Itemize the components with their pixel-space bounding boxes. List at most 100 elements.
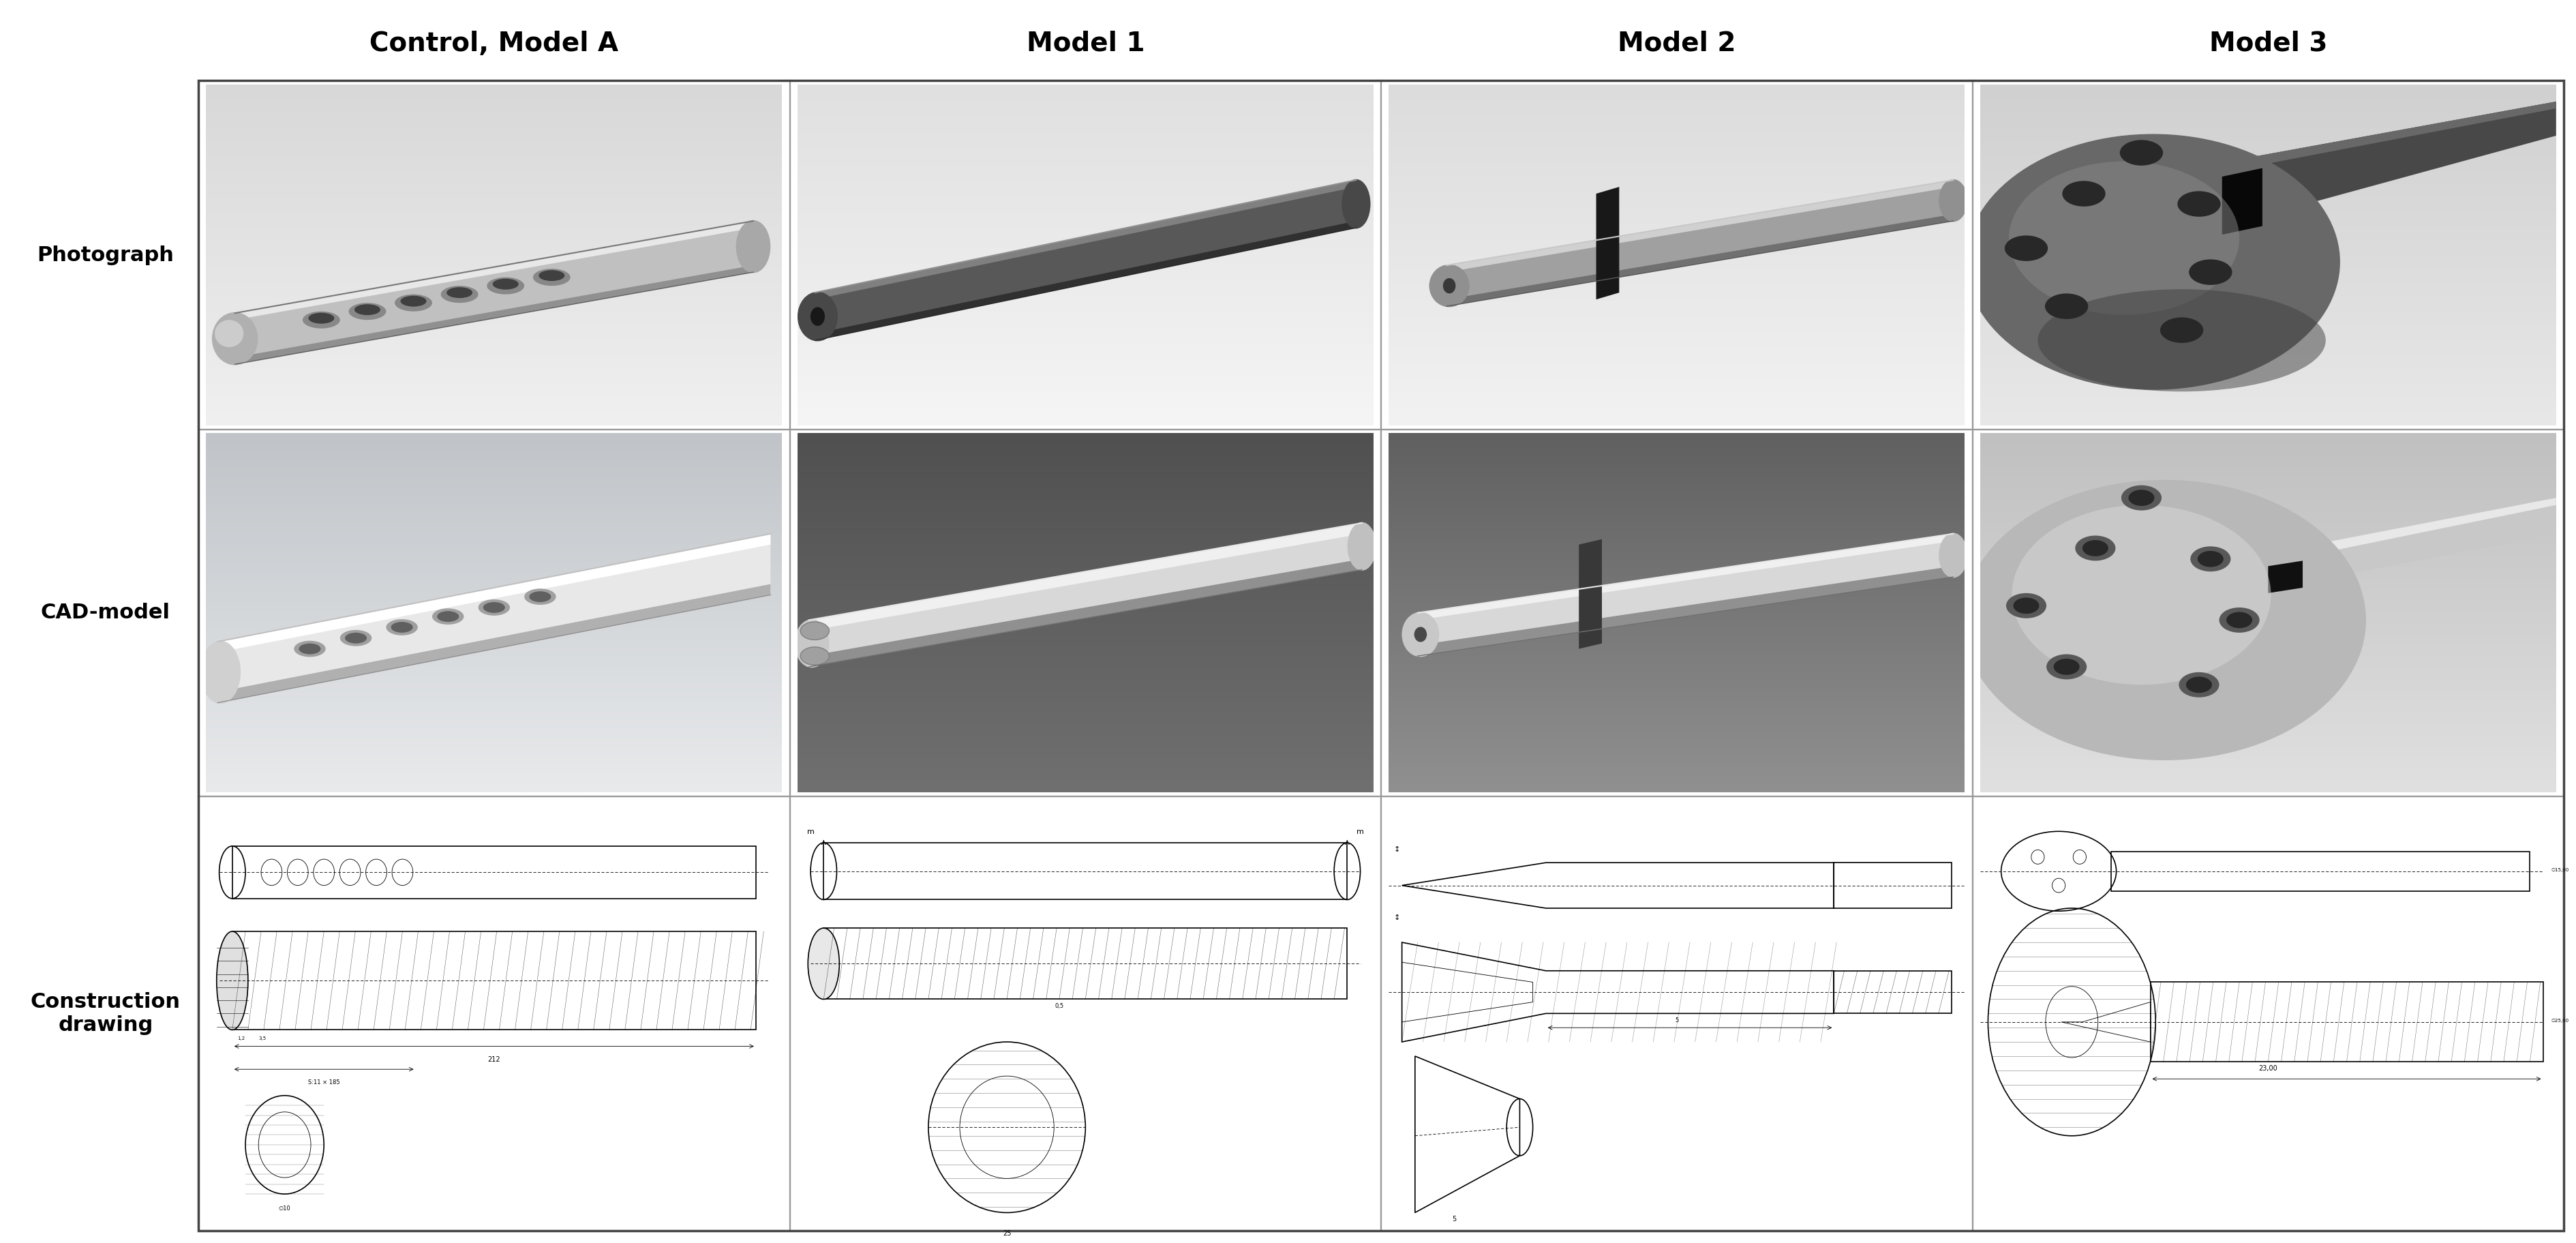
- Text: Construction
drawing: Construction drawing: [31, 992, 180, 1035]
- Bar: [824, 843, 1347, 900]
- Text: 25: 25: [1002, 1229, 1010, 1237]
- Ellipse shape: [2009, 162, 2239, 314]
- Text: ∅25,00: ∅25,00: [2550, 1018, 2568, 1023]
- Bar: [198, 797, 788, 1231]
- Ellipse shape: [2004, 235, 2048, 261]
- Text: Model 2: Model 2: [1618, 31, 1736, 56]
- Ellipse shape: [1443, 278, 1455, 293]
- Ellipse shape: [484, 602, 505, 613]
- Bar: [198, 429, 788, 797]
- Polygon shape: [1595, 186, 1618, 300]
- Ellipse shape: [438, 612, 459, 622]
- Bar: [232, 931, 755, 1030]
- Ellipse shape: [2190, 260, 2231, 285]
- Polygon shape: [2239, 498, 2555, 569]
- Ellipse shape: [2226, 612, 2251, 628]
- Ellipse shape: [299, 644, 319, 654]
- Ellipse shape: [340, 630, 371, 646]
- Bar: [824, 929, 1347, 999]
- Ellipse shape: [528, 592, 551, 602]
- Ellipse shape: [309, 313, 335, 323]
- Bar: [1834, 971, 1950, 1013]
- Bar: [788, 429, 1381, 797]
- Bar: [2110, 851, 2530, 891]
- Ellipse shape: [355, 305, 381, 316]
- Polygon shape: [1417, 533, 1953, 620]
- Ellipse shape: [2159, 317, 2202, 343]
- Ellipse shape: [2120, 140, 2161, 165]
- Ellipse shape: [2045, 293, 2087, 319]
- Bar: [788, 429, 1381, 797]
- Ellipse shape: [2179, 672, 2218, 697]
- Ellipse shape: [737, 220, 770, 273]
- Ellipse shape: [2007, 593, 2045, 618]
- Ellipse shape: [801, 622, 829, 640]
- Ellipse shape: [801, 648, 829, 665]
- Polygon shape: [234, 265, 752, 364]
- Polygon shape: [2221, 168, 2262, 235]
- Bar: [1973, 81, 2563, 429]
- Polygon shape: [1445, 180, 1953, 272]
- Ellipse shape: [301, 312, 340, 328]
- Text: ↕: ↕: [1394, 845, 1399, 853]
- Bar: [1973, 797, 2563, 1231]
- Polygon shape: [1445, 180, 1953, 306]
- Text: 3,5: 3,5: [258, 1037, 265, 1040]
- Ellipse shape: [811, 307, 824, 326]
- Bar: [1381, 81, 1973, 429]
- Text: 1,2: 1,2: [237, 1037, 245, 1040]
- Text: Model 1: Model 1: [1025, 31, 1144, 56]
- Text: Control, Model A: Control, Model A: [368, 31, 618, 56]
- Polygon shape: [2182, 102, 2555, 180]
- Text: ∅10: ∅10: [278, 1206, 291, 1212]
- Polygon shape: [1579, 539, 1602, 649]
- Bar: [788, 81, 1381, 429]
- Text: 5: 5: [1674, 1017, 1677, 1023]
- Ellipse shape: [523, 589, 556, 605]
- Ellipse shape: [1430, 265, 1468, 307]
- Ellipse shape: [1965, 134, 2339, 390]
- Ellipse shape: [1347, 522, 1376, 571]
- Ellipse shape: [2012, 505, 2269, 685]
- Ellipse shape: [440, 286, 479, 303]
- Ellipse shape: [2120, 485, 2161, 511]
- Bar: [1381, 429, 1973, 797]
- Ellipse shape: [1342, 179, 1370, 229]
- Ellipse shape: [2038, 290, 2326, 392]
- Polygon shape: [2239, 498, 2555, 595]
- Ellipse shape: [348, 303, 386, 319]
- Text: m: m: [1355, 829, 1363, 835]
- Ellipse shape: [392, 622, 412, 633]
- Polygon shape: [814, 180, 1355, 300]
- Bar: [1381, 81, 1973, 429]
- Ellipse shape: [793, 619, 829, 667]
- Ellipse shape: [479, 599, 510, 615]
- Polygon shape: [1417, 566, 1953, 656]
- Polygon shape: [216, 584, 770, 702]
- Ellipse shape: [538, 270, 564, 281]
- Bar: [198, 797, 788, 1231]
- Polygon shape: [1417, 533, 1953, 656]
- Polygon shape: [814, 221, 1355, 341]
- Bar: [1973, 81, 2563, 429]
- Ellipse shape: [394, 295, 433, 312]
- Text: 0,5: 0,5: [1054, 1003, 1064, 1009]
- Ellipse shape: [1937, 179, 1968, 221]
- Ellipse shape: [214, 319, 245, 347]
- Polygon shape: [234, 221, 752, 364]
- Ellipse shape: [211, 312, 258, 365]
- Text: 212: 212: [487, 1057, 500, 1063]
- Polygon shape: [216, 533, 770, 653]
- Ellipse shape: [2218, 608, 2259, 633]
- Text: Model 3: Model 3: [2208, 31, 2326, 56]
- Ellipse shape: [1401, 612, 1440, 656]
- Ellipse shape: [399, 296, 425, 307]
- Ellipse shape: [201, 640, 240, 704]
- Ellipse shape: [1414, 626, 1427, 641]
- Ellipse shape: [294, 640, 325, 656]
- Bar: [1381, 429, 1973, 797]
- Bar: [1834, 863, 1950, 909]
- Bar: [1973, 429, 2563, 797]
- Ellipse shape: [2184, 676, 2210, 692]
- Ellipse shape: [799, 292, 837, 342]
